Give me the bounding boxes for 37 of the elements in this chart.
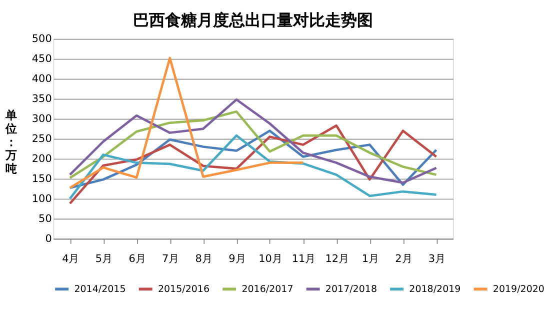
y-tick-label: 0 — [45, 232, 52, 245]
legend-label: 2017/2018 — [325, 284, 377, 295]
y-tick-label: 150 — [32, 173, 52, 186]
y-tick-label: 500 — [32, 33, 52, 46]
legend-label: 2015/2016 — [158, 284, 210, 295]
x-tick-label: 8月 — [195, 252, 212, 265]
y-tick-label: 300 — [32, 113, 52, 126]
x-tick-label: 10月 — [258, 252, 282, 265]
y-tick-label: 400 — [32, 73, 52, 86]
y-axis-title: 单位：万吨 — [4, 108, 16, 176]
x-tick-label: 2月 — [395, 252, 412, 265]
legend-label: 2014/2015 — [74, 284, 126, 295]
line-series — [68, 98, 438, 184]
x-tick-label: 4月 — [62, 252, 79, 265]
x-tick-label: 9月 — [228, 252, 246, 265]
legend-label: 2019/2020 — [492, 284, 544, 295]
y-tick-label: 450 — [32, 53, 52, 66]
y-tick-label: 350 — [32, 93, 52, 106]
x-tick-label: 7月 — [162, 252, 179, 265]
line-series — [68, 130, 438, 190]
y-tick-label: 250 — [32, 133, 52, 146]
y-tick-label: 50 — [38, 213, 52, 226]
x-tick-label: 5月 — [95, 252, 112, 265]
chart-title: 巴西食糖月度总出口量对比走势图 — [133, 10, 374, 30]
line-series — [68, 110, 438, 180]
x-tick-label: 11月 — [292, 252, 316, 265]
x-tick-label: 1月 — [362, 252, 378, 265]
x-tick-label: 12月 — [325, 252, 349, 265]
x-tick-label: 3月 — [428, 252, 446, 265]
line-series — [68, 134, 438, 200]
line-series — [68, 56, 304, 190]
line-series — [68, 124, 438, 205]
y-tick-label: 200 — [32, 153, 52, 166]
legend-label: 2018/2019 — [409, 284, 461, 295]
x-tick-label: 6月 — [128, 252, 146, 265]
y-tick-label: 100 — [32, 193, 52, 206]
legend-label: 2016/2017 — [242, 284, 294, 295]
